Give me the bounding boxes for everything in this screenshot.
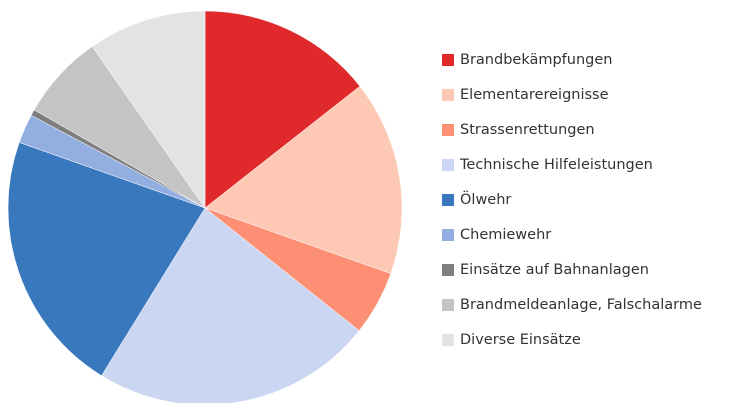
- pie-slice: [91, 10, 206, 209]
- legend-label: Ölwehr: [460, 190, 511, 208]
- legend-swatch: [442, 299, 454, 311]
- legend-label: Elementarereignisse: [460, 87, 609, 103]
- legend-label: Diverse Einsätze: [460, 332, 581, 348]
- legend-swatch: [442, 264, 454, 276]
- legend-swatch: [442, 54, 454, 66]
- pie-slice: [204, 85, 403, 274]
- legend-label: Strassenrettungen: [460, 122, 595, 138]
- legend-label: Technische Hilfeleistungen: [459, 157, 653, 173]
- pie-slice: [7, 142, 206, 376]
- legend-label: Brandmeldeanlage, Falschalarme: [460, 297, 702, 313]
- pie-slice: [101, 207, 360, 403]
- legend-swatch: [442, 194, 454, 206]
- legend-swatch: [442, 124, 454, 136]
- legend-swatch: [442, 334, 454, 346]
- legend-swatch: [442, 89, 454, 101]
- pie-slice: [204, 10, 361, 209]
- legend-label: Brandbekämpfungen: [460, 52, 612, 68]
- legend-label: Einsätze auf Bahnanlagen: [460, 262, 649, 278]
- legend-swatch: [442, 229, 454, 241]
- legend-label: Chemiewehr: [460, 227, 551, 243]
- legend-swatch: [442, 159, 454, 171]
